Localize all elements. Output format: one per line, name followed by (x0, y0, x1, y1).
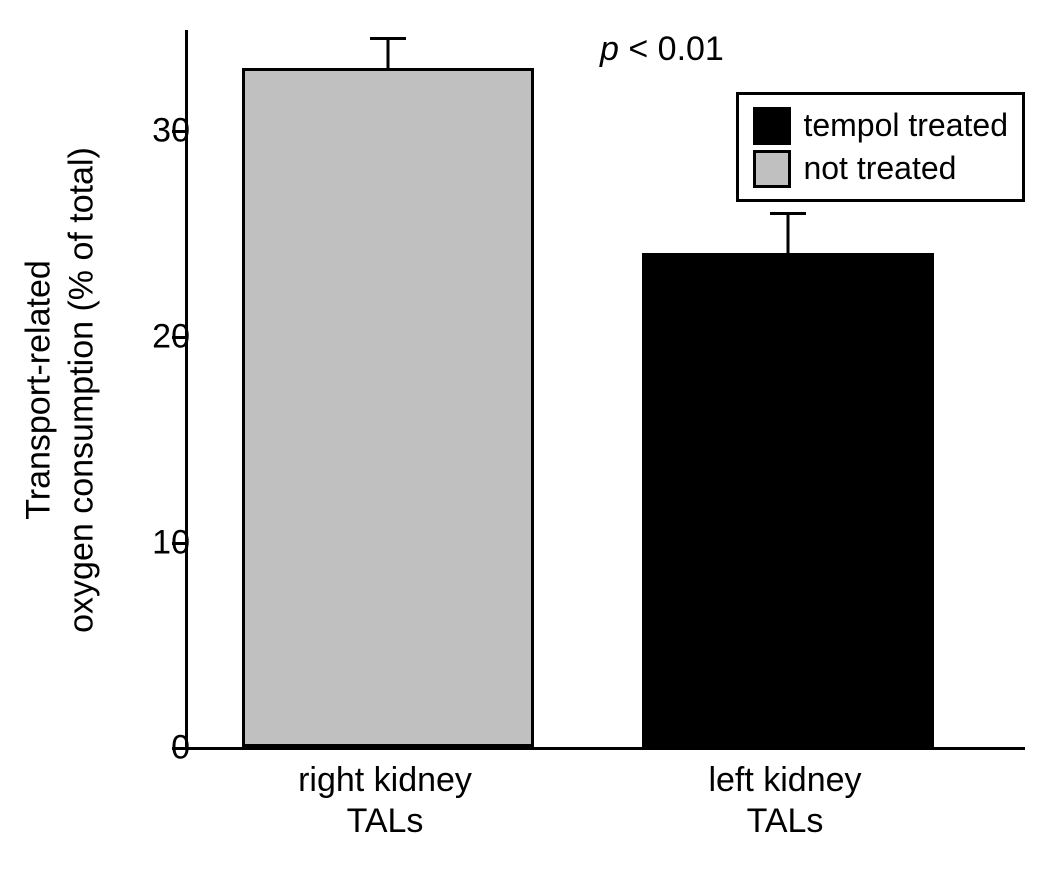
y-tick-label: 30 (130, 112, 190, 151)
error-bar-stem (387, 37, 390, 68)
legend-label: tempol treated (803, 104, 1008, 147)
error-bar-stem (787, 212, 790, 253)
x-tick-label: left kidney TALs (708, 760, 861, 842)
x-tick-label-line: TALs (298, 801, 472, 842)
bar-not-treated (242, 68, 534, 747)
legend: tempol treated not treated (736, 92, 1025, 202)
x-tick-label-line: left kidney (708, 760, 861, 801)
error-bar-cap (770, 212, 806, 215)
p-value-annotation: p < 0.01 (600, 30, 724, 69)
x-tick-label-line: TALs (708, 801, 861, 842)
legend-item: not treated (753, 147, 1008, 190)
y-axis-label-line1: Transport-related (18, 147, 61, 633)
x-tick-label: right kidney TALs (298, 760, 472, 842)
bar-chart: 0 10 20 30 Transport-related oxygen cons… (0, 0, 1050, 873)
legend-label: not treated (803, 147, 956, 190)
y-tick-label: 10 (130, 524, 190, 563)
legend-swatch-tempol (753, 107, 791, 145)
y-axis-label: Transport-related oxygen consumption (% … (18, 147, 103, 633)
x-tick-label-line: right kidney (298, 760, 472, 801)
y-tick-label: 0 (130, 729, 190, 768)
p-value-letter: p (600, 30, 619, 68)
bar-tempol-treated (642, 253, 934, 747)
legend-swatch-not-treated (753, 150, 791, 188)
y-tick-label: 20 (130, 318, 190, 357)
error-bar-cap (370, 37, 406, 40)
y-axis-label-line2: oxygen consumption (% of total) (60, 147, 103, 633)
legend-item: tempol treated (753, 104, 1008, 147)
p-value-rest: < 0.01 (619, 30, 724, 68)
